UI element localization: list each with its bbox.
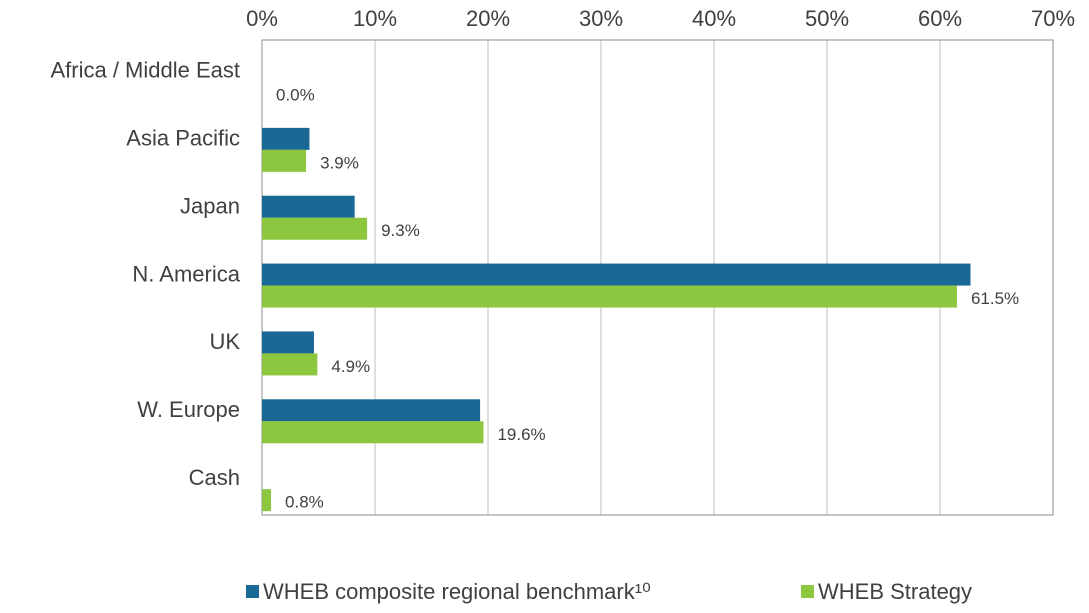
data-label: 9.3% — [381, 221, 420, 240]
data-label: 19.6% — [497, 425, 545, 444]
data-label: 4.9% — [331, 357, 370, 376]
bar — [262, 195, 355, 218]
bar — [262, 149, 307, 172]
y-tick-label: Asia Pacific — [126, 126, 240, 151]
y-tick-label: W. Europe — [137, 397, 240, 422]
legend-label: WHEB composite regional benchmark¹⁰ — [263, 579, 651, 604]
y-tick-label: UK — [209, 329, 240, 354]
legend-swatch — [801, 585, 814, 598]
legend-label: WHEB Strategy — [818, 579, 972, 604]
x-tick-label: 40% — [692, 6, 736, 31]
legend-swatch — [246, 585, 259, 598]
data-label: 0.0% — [276, 85, 315, 104]
x-tick-label: 60% — [918, 6, 962, 31]
y-tick-label: Africa / Middle East — [50, 58, 240, 83]
x-tick-label: 20% — [466, 6, 510, 31]
y-tick-label: Japan — [180, 193, 240, 218]
bar — [262, 285, 957, 308]
data-label: 61.5% — [971, 289, 1019, 308]
bar — [262, 353, 318, 376]
data-label: 0.8% — [285, 493, 324, 512]
bar — [262, 331, 314, 354]
y-tick-label: Cash — [189, 465, 240, 490]
data-label: 3.9% — [320, 153, 359, 172]
bar — [262, 399, 481, 422]
y-tick-label: N. America — [132, 261, 240, 286]
x-tick-label: 70% — [1031, 6, 1075, 31]
x-tick-label: 0% — [246, 6, 278, 31]
bar — [262, 421, 484, 444]
x-tick-label: 50% — [805, 6, 849, 31]
x-tick-label: 10% — [353, 6, 397, 31]
bar — [262, 263, 971, 286]
bar — [262, 489, 272, 512]
bar — [262, 217, 368, 240]
x-tick-label: 30% — [579, 6, 623, 31]
bar — [262, 127, 310, 150]
